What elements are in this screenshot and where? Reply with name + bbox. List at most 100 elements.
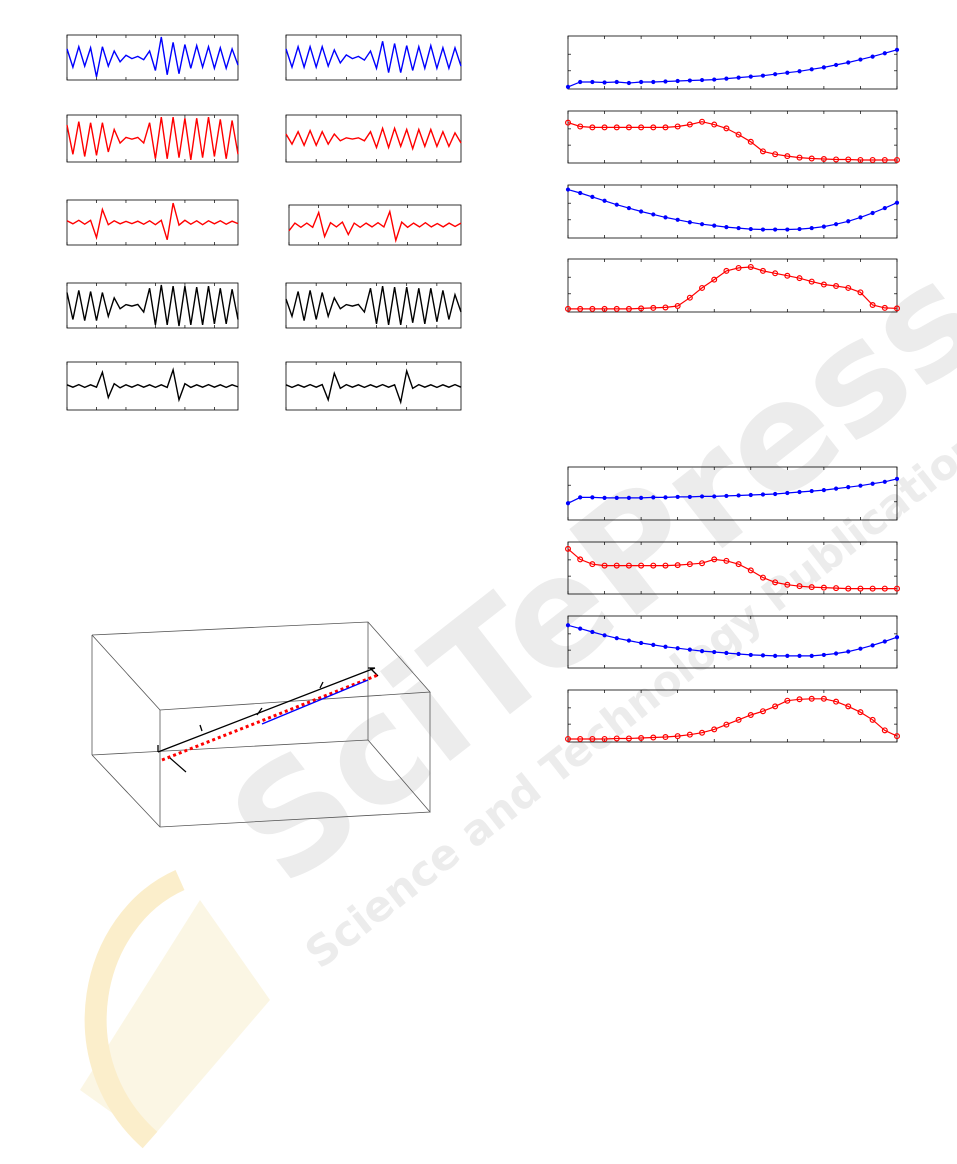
marker [578, 190, 583, 196]
marker [601, 562, 608, 569]
marker [687, 220, 692, 225]
marker [773, 653, 778, 658]
marker [760, 492, 766, 497]
marker [869, 585, 876, 592]
marker [735, 264, 742, 271]
marker [858, 646, 863, 651]
marker [564, 305, 571, 312]
marker [699, 284, 706, 291]
axes-box [285, 34, 462, 81]
marker [736, 75, 741, 80]
marker [662, 562, 669, 569]
marker [675, 217, 680, 222]
marker [760, 73, 766, 78]
marker [675, 646, 680, 651]
marker [699, 494, 705, 499]
axes-box [285, 114, 462, 163]
marker [736, 493, 741, 498]
axes-box [66, 361, 239, 411]
marker [626, 638, 632, 643]
marker [747, 263, 754, 270]
marker [639, 640, 644, 646]
marker [748, 74, 753, 79]
waveform [285, 368, 462, 405]
marker [565, 187, 571, 192]
marker [820, 584, 827, 591]
marker [589, 124, 596, 131]
marker [578, 626, 583, 631]
waveform [66, 36, 239, 78]
axes-box [567, 258, 898, 313]
marker [686, 561, 693, 568]
bracket [157, 667, 379, 753]
marker [870, 210, 875, 216]
marker [564, 735, 571, 742]
marker [797, 489, 802, 495]
axes-box [285, 361, 462, 411]
marker [760, 227, 766, 232]
marker [686, 731, 693, 738]
marker [577, 735, 584, 742]
marker [858, 215, 863, 220]
marker [893, 156, 900, 163]
axes-box [567, 689, 898, 743]
waveform [285, 125, 462, 152]
marker [711, 121, 718, 128]
marker [686, 294, 693, 301]
axes-box [567, 541, 898, 595]
marker [639, 495, 644, 500]
marker [747, 712, 754, 719]
marker [833, 651, 839, 656]
marker [833, 486, 839, 491]
marker [760, 653, 766, 658]
marker [759, 148, 766, 155]
marker [893, 585, 900, 592]
marker [724, 225, 729, 230]
marker [748, 226, 753, 232]
marker [639, 79, 644, 85]
marker [686, 121, 693, 128]
marker [699, 222, 705, 227]
marker [699, 77, 705, 83]
marker [821, 487, 826, 493]
marker [784, 697, 791, 704]
marker [590, 495, 595, 500]
marker [590, 629, 595, 635]
marker [723, 125, 730, 132]
marker [735, 561, 742, 568]
marker [578, 495, 583, 500]
marker [785, 70, 790, 75]
marker [748, 652, 753, 658]
marker [614, 495, 619, 500]
marker [882, 639, 887, 644]
marker [699, 729, 706, 736]
marker [797, 226, 802, 232]
marker [808, 695, 815, 702]
marker [577, 305, 584, 312]
marker [833, 585, 840, 592]
marker [846, 649, 851, 654]
axes-box [567, 35, 898, 90]
marker [869, 156, 876, 163]
axes-box [567, 184, 898, 239]
marker [577, 556, 584, 563]
marker [857, 585, 864, 592]
marker [638, 735, 645, 742]
axes-box [288, 204, 462, 246]
line [567, 548, 897, 590]
marker [785, 227, 790, 232]
marker [772, 703, 779, 710]
axes-box [285, 282, 462, 329]
marker [882, 51, 887, 56]
marker [625, 305, 632, 312]
marker [858, 483, 863, 488]
marker [564, 119, 571, 126]
marker [675, 494, 680, 500]
marker [565, 84, 571, 89]
marker [674, 562, 681, 569]
waveform [288, 209, 462, 244]
marker [650, 304, 657, 311]
marker [651, 495, 656, 500]
